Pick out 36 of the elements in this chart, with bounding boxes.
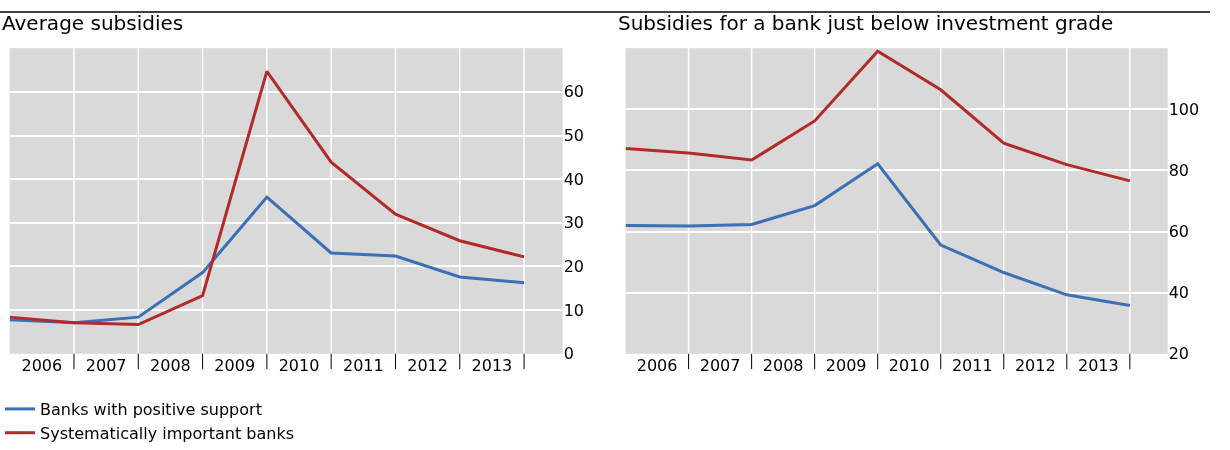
x-tick-label: 2011 bbox=[342, 355, 384, 375]
x-tick-label: 2011 bbox=[951, 355, 993, 375]
y-tick-label: 40 bbox=[563, 169, 585, 189]
y-tick-label: 60 bbox=[563, 82, 585, 102]
x-tick-label: 2013 bbox=[471, 355, 513, 375]
x-tick-label: 2008 bbox=[150, 355, 191, 375]
x-tick-label: 2012 bbox=[1014, 355, 1056, 375]
x-tick-label: 2010 bbox=[278, 355, 320, 375]
chart-title: Subsidies for a bank just below investment grade bbox=[618, 11, 1114, 35]
y-tick-label: 80 bbox=[1168, 161, 1190, 181]
y-tick-label: 10 bbox=[563, 300, 585, 320]
x-tick-label: 2009 bbox=[825, 355, 867, 375]
y-tick-label: 50 bbox=[563, 126, 585, 146]
y-tick-label: 30 bbox=[563, 213, 585, 233]
y-tick-label: 20 bbox=[1168, 344, 1190, 364]
y-tick-label: 100 bbox=[1168, 99, 1200, 119]
x-tick-label: 2006 bbox=[21, 355, 63, 375]
y-tick-label: 20 bbox=[563, 257, 585, 277]
x-tick-label: 2012 bbox=[407, 355, 448, 375]
y-tick-label: 60 bbox=[1168, 222, 1190, 242]
x-tick-label: 2007 bbox=[699, 355, 741, 375]
line-series bbox=[9, 69, 526, 327]
y-tick-label: 40 bbox=[1168, 283, 1190, 303]
line-series bbox=[625, 49, 1132, 183]
x-tick-label: 2008 bbox=[762, 355, 804, 375]
line-series bbox=[9, 195, 526, 325]
x-tick-label: 2006 bbox=[636, 355, 678, 375]
text: Systematically important banks bbox=[40, 423, 295, 443]
y-tick-label: 0 bbox=[563, 344, 574, 364]
x-tick-label: 2013 bbox=[1077, 355, 1119, 375]
x-tick-label: 2010 bbox=[888, 355, 930, 375]
legend-label: Banks with positive support bbox=[40, 400, 262, 420]
x-tick-label: 2009 bbox=[214, 355, 256, 375]
x-tick-label: 2007 bbox=[85, 355, 127, 375]
line-series bbox=[625, 162, 1132, 308]
chart-title: Average subsidies bbox=[2, 11, 184, 35]
